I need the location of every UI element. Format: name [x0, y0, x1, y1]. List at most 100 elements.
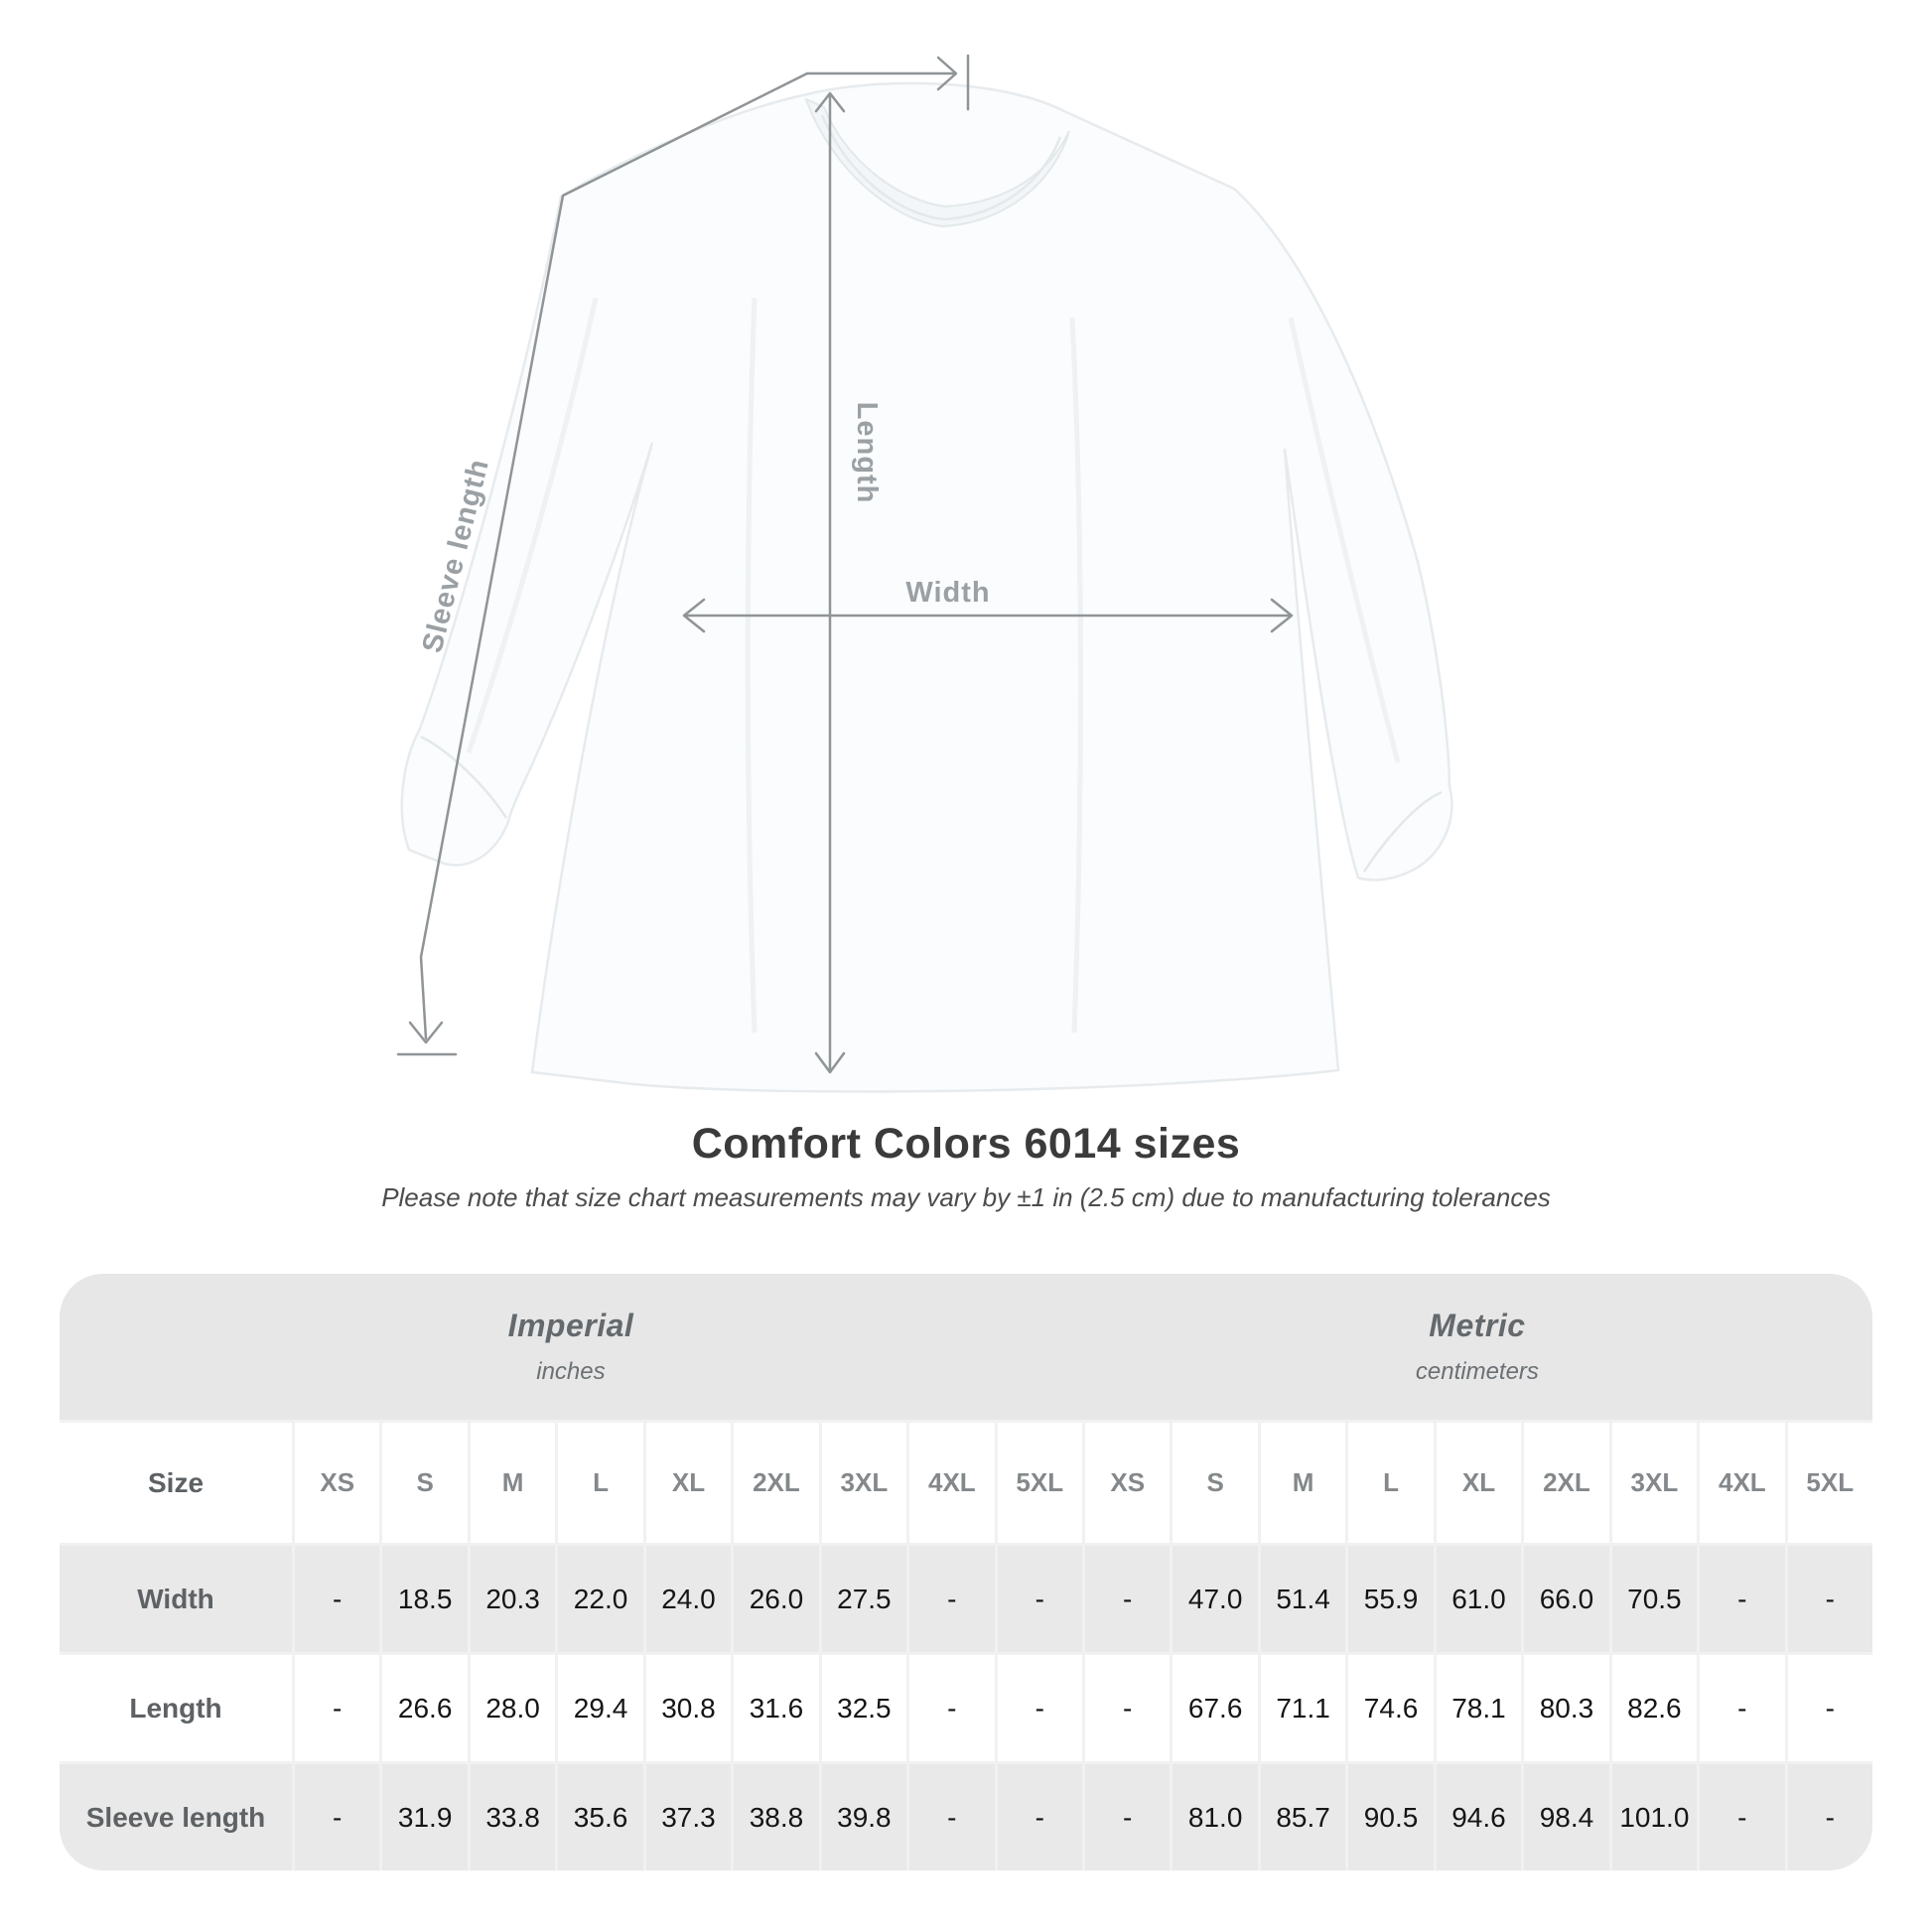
value-cell: 71.1 [1260, 1655, 1346, 1761]
value-cell: 51.4 [1260, 1546, 1346, 1652]
column-header-metric-4xl: 4XL [1700, 1423, 1785, 1543]
size-column-header: Size [60, 1423, 292, 1543]
value-cell: - [295, 1655, 380, 1761]
value-cell: 39.8 [821, 1764, 907, 1870]
column-header-imperial-5xl: 5XL [997, 1423, 1082, 1543]
value-cell: 78.1 [1436, 1655, 1522, 1761]
column-header-metric-m: M [1260, 1423, 1346, 1543]
fold-line [1288, 317, 1401, 763]
value-cell: - [997, 1546, 1082, 1652]
row-label-length: Length [60, 1655, 292, 1761]
value-cell: 70.5 [1611, 1546, 1698, 1652]
column-header-metric-3xl: 3XL [1611, 1423, 1698, 1543]
sleeve-length-line [419, 71, 809, 1040]
value-cell: 98.4 [1524, 1764, 1609, 1870]
length-label: Length [851, 402, 883, 504]
column-header-imperial-4xl: 4XL [909, 1423, 995, 1543]
value-cell: - [1700, 1655, 1785, 1761]
row-label-sleeve-length: Sleeve length [60, 1764, 292, 1870]
value-cell: 67.6 [1173, 1655, 1258, 1761]
column-header-metric-xs: XS [1084, 1423, 1171, 1543]
value-cell: - [1787, 1546, 1872, 1652]
value-cell: 37.3 [645, 1764, 732, 1870]
value-cell: 94.6 [1436, 1764, 1522, 1870]
arrow-right-icon [1270, 598, 1294, 633]
column-header-metric-2xl: 2XL [1524, 1423, 1609, 1543]
value-cell: 35.6 [558, 1764, 643, 1870]
value-cell: 24.0 [645, 1546, 732, 1652]
value-cell: - [1700, 1764, 1785, 1870]
value-cell: 30.8 [645, 1655, 732, 1761]
value-cell: - [295, 1546, 380, 1652]
metric-title: Metric [1429, 1308, 1526, 1343]
column-header-imperial-xs: XS [295, 1423, 380, 1543]
value-cell: 26.0 [734, 1546, 819, 1652]
value-cell: 82.6 [1611, 1655, 1698, 1761]
value-cell: - [997, 1655, 1082, 1761]
row-label-width: Width [60, 1546, 292, 1652]
column-header-imperial-3xl: 3XL [821, 1423, 907, 1543]
right-cuff-seam [1362, 790, 1443, 873]
value-cell: - [1084, 1655, 1171, 1761]
imperial-subtitle: inches [536, 1358, 606, 1385]
value-cell: 20.3 [470, 1546, 556, 1652]
arrow-down-icon [408, 1021, 444, 1044]
value-cell: - [909, 1764, 995, 1870]
value-cell: 66.0 [1524, 1546, 1609, 1652]
column-header-imperial-m: M [470, 1423, 556, 1543]
value-cell: 33.8 [470, 1764, 556, 1870]
imperial-band: Imperial inches [60, 1274, 1082, 1420]
value-cell: 74.6 [1348, 1655, 1434, 1761]
value-cell: 28.0 [470, 1655, 556, 1761]
metric-band: Metric centimeters [1082, 1274, 1872, 1420]
metric-subtitle: centimeters [1415, 1358, 1539, 1385]
column-header-metric-xl: XL [1436, 1423, 1522, 1543]
value-cell: 27.5 [821, 1546, 907, 1652]
value-cell: - [909, 1546, 995, 1652]
value-cell: 22.0 [558, 1546, 643, 1652]
value-cell: - [997, 1764, 1082, 1870]
value-cell: 31.6 [734, 1655, 819, 1761]
value-cell: 29.4 [558, 1655, 643, 1761]
fold-line [1069, 317, 1083, 1034]
value-cell: 47.0 [1173, 1546, 1258, 1652]
value-cell: 55.9 [1348, 1546, 1434, 1652]
column-header-imperial-l: L [558, 1423, 643, 1543]
value-cell: - [295, 1764, 380, 1870]
value-cell: 80.3 [1524, 1655, 1609, 1761]
value-cell: 81.0 [1173, 1764, 1258, 1870]
units-band: Imperial inches Metric centimeters [60, 1274, 1872, 1420]
arrow-down-icon [814, 1051, 846, 1074]
collar-seam [820, 114, 1062, 221]
value-cell: - [1700, 1546, 1785, 1652]
value-cell: 101.0 [1611, 1764, 1698, 1870]
column-header-imperial-s: S [382, 1423, 468, 1543]
title-block: Comfort Colors 6014 sizes Please note th… [0, 1120, 1932, 1213]
column-header-metric-l: L [1348, 1423, 1434, 1543]
value-cell: - [1084, 1764, 1171, 1870]
value-cell: 18.5 [382, 1546, 468, 1652]
value-cell: 32.5 [821, 1655, 907, 1761]
tolerance-note: Please note that size chart measurements… [381, 1182, 1551, 1212]
arrow-left-icon [682, 598, 706, 633]
value-cell: 26.6 [382, 1655, 468, 1761]
column-header-imperial-2xl: 2XL [734, 1423, 819, 1543]
value-cell: - [909, 1655, 995, 1761]
value-cell: - [1787, 1655, 1872, 1761]
shirt-body [400, 81, 1453, 1093]
arrow-up-icon [814, 91, 846, 113]
value-cell: 85.7 [1260, 1764, 1346, 1870]
column-header-metric-5xl: 5XL [1787, 1423, 1872, 1543]
shirt-measurement-diagram: Sleeve length Length Width [396, 54, 1453, 1093]
fold-line [466, 297, 599, 754]
column-header-imperial-xl: XL [645, 1423, 732, 1543]
value-cell: - [1084, 1546, 1171, 1652]
imperial-title: Imperial [507, 1308, 634, 1343]
left-cuff-seam [420, 735, 508, 819]
value-cell: 61.0 [1436, 1546, 1522, 1652]
value-cell: 31.9 [382, 1764, 468, 1870]
column-header-metric-s: S [1173, 1423, 1258, 1543]
shirt-collar [804, 97, 1070, 228]
fold-line [745, 297, 758, 1034]
